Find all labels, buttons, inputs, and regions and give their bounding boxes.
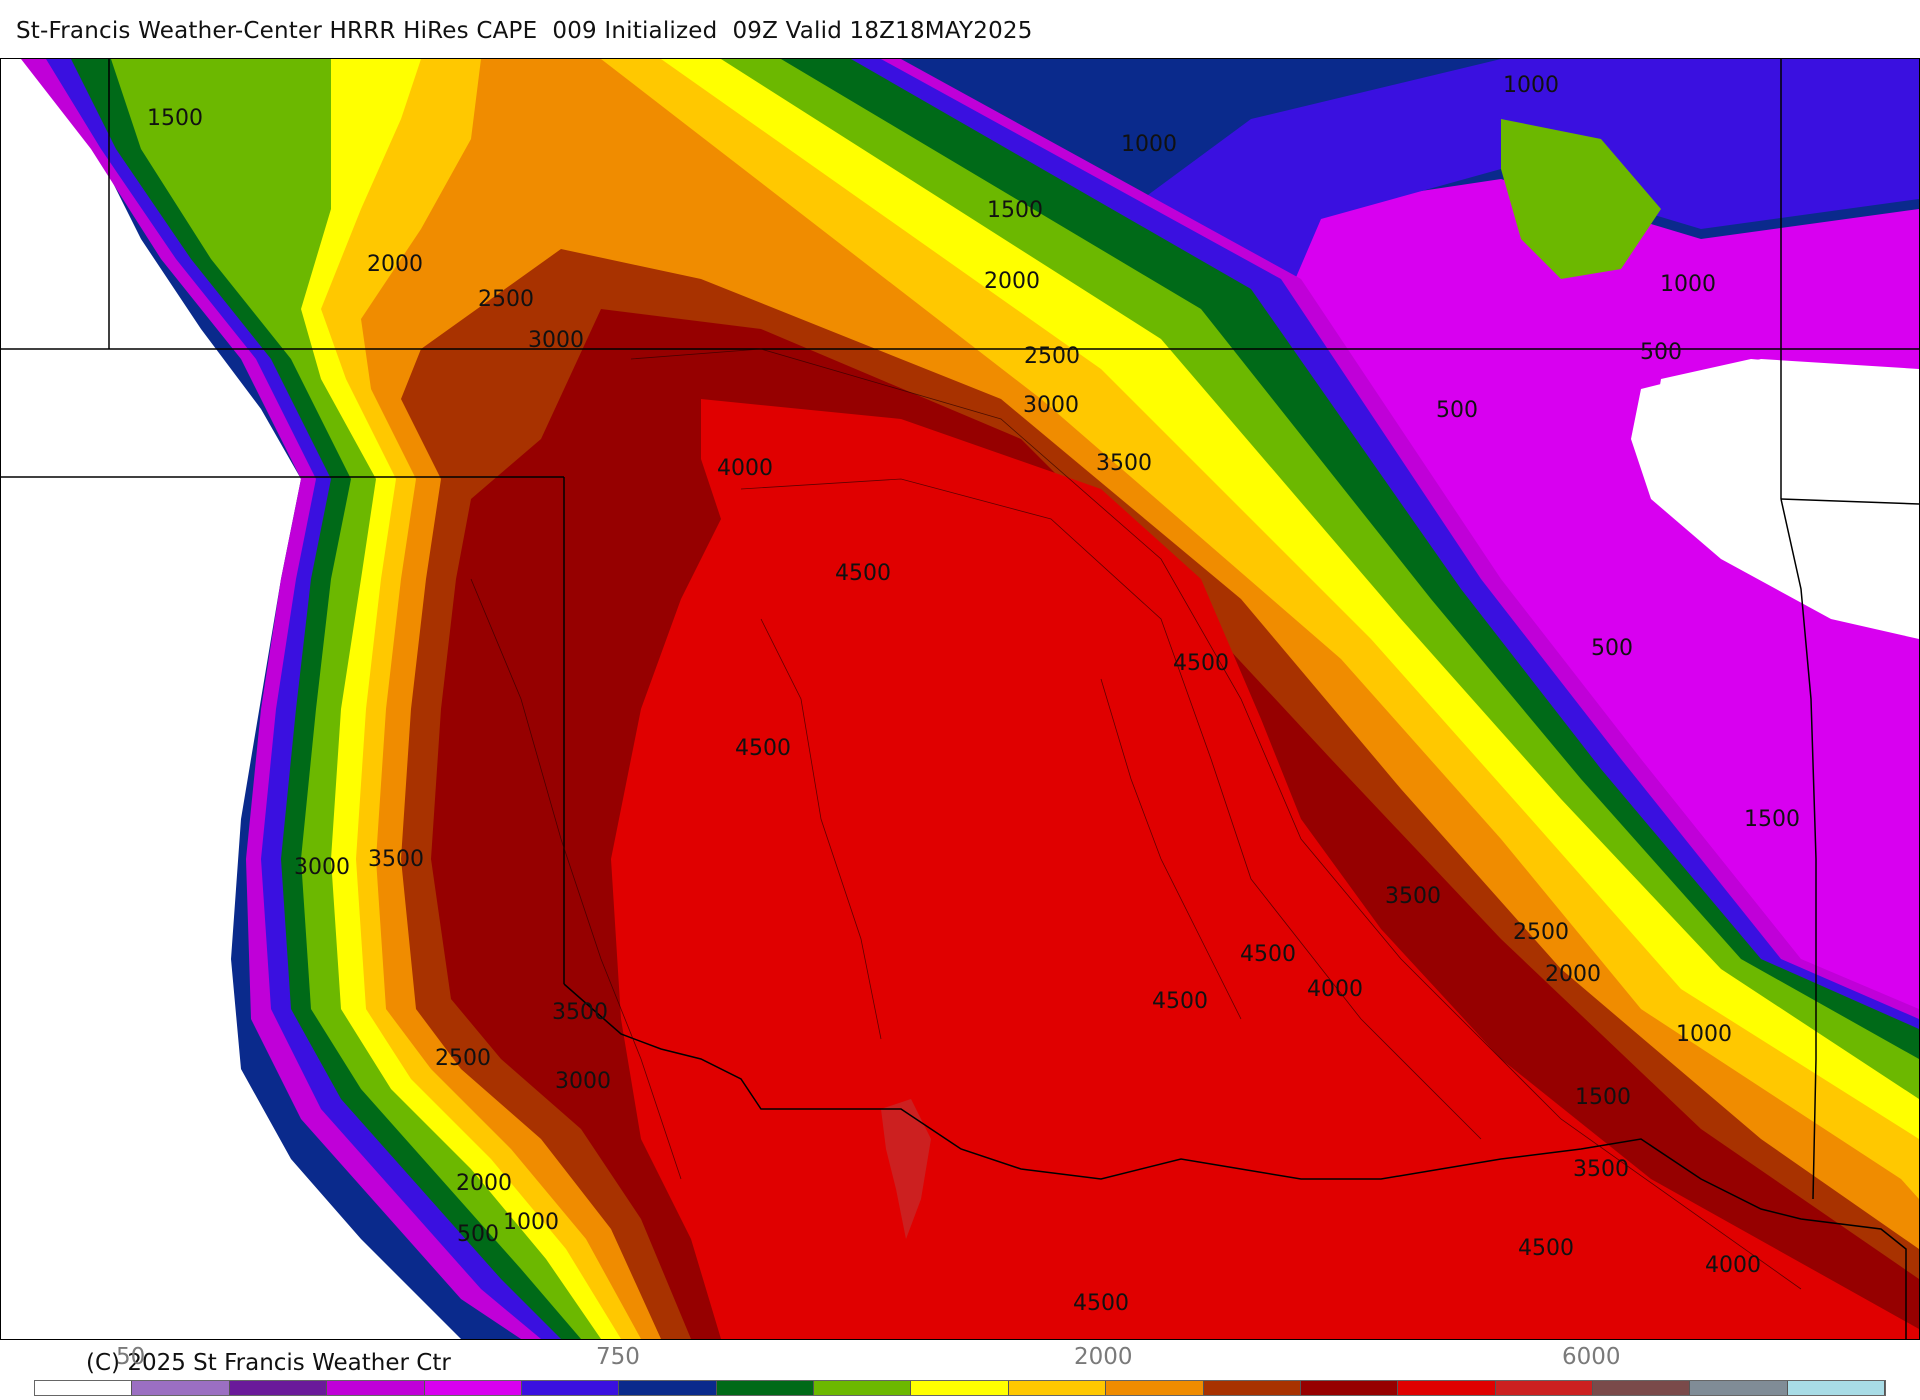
contour-label: 500 [1640,340,1682,365]
contour-label: 4500 [1173,651,1229,676]
field-crimson-spot [881,1099,931,1239]
colorbar-swatch [619,1381,717,1395]
field-white-west [1,59,461,1339]
contour-label: 4000 [1705,1253,1761,1278]
contour-label: 1000 [1660,272,1716,297]
colorbar-tick-label: 2000 [1074,1344,1133,1370]
colorbar-swatch [1690,1381,1788,1395]
contour-label: 4500 [835,561,891,586]
colorbar-swatch [1008,1381,1107,1395]
contour-label: 1500 [1744,807,1800,832]
colorbar-swatch [132,1381,230,1395]
colorbar-swatch [1300,1381,1399,1395]
contour-label: 3000 [294,855,350,880]
contour-label: 3500 [552,1000,608,1025]
colorbar-swatch [1106,1381,1204,1395]
contour-label: 500 [1591,636,1633,661]
colorbar-swatch [1593,1381,1691,1395]
boundaries [1,59,1919,1339]
contour-label: 3500 [1385,884,1441,909]
colorbar-swatch [229,1381,328,1395]
colorbar-swatch [911,1381,1009,1395]
colorbar-swatch [1203,1381,1301,1395]
contour-label: 4500 [1073,1291,1129,1316]
contour-label: 1000 [503,1210,559,1235]
map-title: St-Francis Weather-Center HRRR HiRes CAP… [16,18,1033,44]
contour-label: 4500 [1152,989,1208,1014]
contour-label: 1500 [987,198,1043,223]
colorbar-swatch [1787,1381,1886,1395]
contour-lines [470,348,1802,1290]
contour-label: 500 [457,1222,499,1247]
contour-label: 2000 [456,1171,512,1196]
contour-label: 4000 [1307,977,1363,1002]
contour-label: 2000 [367,252,423,277]
colorbar [34,1380,1886,1396]
colorbar-swatch [521,1381,620,1395]
cape-map: 1500 2000 2500 3000 1000 1000 1500 2000 … [0,58,1920,1340]
contour-label: 2500 [478,287,534,312]
contour-label: 1000 [1503,73,1559,98]
colorbar-tick-label: 750 [596,1344,640,1370]
colorbar-tick-label: 6000 [1562,1344,1621,1370]
contour-label: 2000 [984,269,1040,294]
field-green-east [1501,119,1661,279]
field-red [611,399,1919,1339]
contour-labels: 1500 2000 2500 3000 1000 1000 1500 2000 … [147,73,1800,1316]
contour-label: 2500 [1513,920,1569,945]
contour-label: 1500 [1575,1085,1631,1110]
colorbar-tick-label: 50 [116,1344,146,1370]
contour-label: 2500 [435,1046,491,1071]
contour-label: 1000 [1121,132,1177,157]
field-white-gap [1651,359,1919,629]
contour-label: 1000 [1676,1022,1732,1047]
contour-label: 3000 [1023,393,1079,418]
contour-label: 2500 [1024,344,1080,369]
colorbar-swatch [327,1381,425,1395]
colorbar-swatch [1398,1381,1496,1395]
colorbar-swatch [814,1381,912,1395]
contour-label: 3500 [1573,1157,1629,1182]
contour-label: 3500 [1096,451,1152,476]
cape-map-canvas: 1500 2000 2500 3000 1000 1000 1500 2000 … [1,59,1919,1339]
colorbar-swatch [716,1381,814,1395]
contour-label: 3000 [555,1069,611,1094]
colorbar-swatch [424,1381,522,1395]
contour-label: 3000 [528,328,584,353]
contour-label: 4500 [1240,942,1296,967]
contour-label: 4000 [717,456,773,481]
contour-label: 1500 [147,106,203,131]
contour-label: 500 [1436,398,1478,423]
contour-label: 3500 [368,847,424,872]
contour-label: 4500 [1518,1236,1574,1261]
colorbar-swatch [35,1381,133,1395]
colorbar-swatch [1495,1381,1593,1395]
copyright-text: (C) 2025 St Francis Weather Ctr [86,1350,451,1376]
contour-label: 2000 [1545,962,1601,987]
contour-label: 4500 [735,736,791,761]
